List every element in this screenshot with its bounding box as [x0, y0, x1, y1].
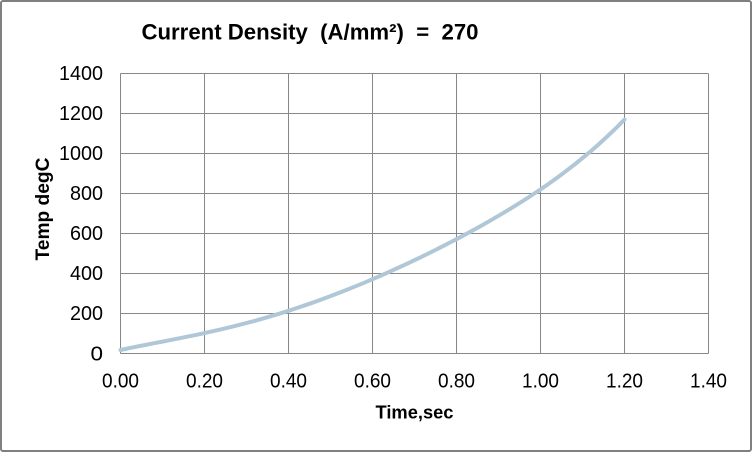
svg-text:600: 600: [70, 223, 103, 245]
svg-text:1.20: 1.20: [606, 371, 643, 393]
svg-text:800: 800: [70, 183, 103, 205]
svg-text:Current Density (A/mm²) = 2: Current Density (A/mm²) = 270: [142, 20, 479, 45]
svg-text:Time,sec: Time,sec: [376, 403, 454, 423]
svg-text:0.00: 0.00: [102, 371, 139, 393]
svg-text:1400: 1400: [59, 63, 103, 85]
svg-text:1200: 1200: [59, 103, 103, 125]
svg-text:0.20: 0.20: [186, 371, 223, 393]
svg-text:1.00: 1.00: [522, 371, 559, 393]
svg-text:Temp degC: Temp degC: [32, 158, 54, 261]
svg-text:1.40: 1.40: [690, 371, 727, 393]
svg-text:400: 400: [70, 263, 103, 285]
svg-text:0.40: 0.40: [270, 371, 307, 393]
svg-text:0: 0: [91, 344, 104, 366]
svg-text:0.60: 0.60: [354, 371, 391, 393]
svg-text:0.80: 0.80: [438, 371, 475, 393]
svg-text:1000: 1000: [59, 143, 103, 165]
svg-text:200: 200: [70, 303, 103, 325]
